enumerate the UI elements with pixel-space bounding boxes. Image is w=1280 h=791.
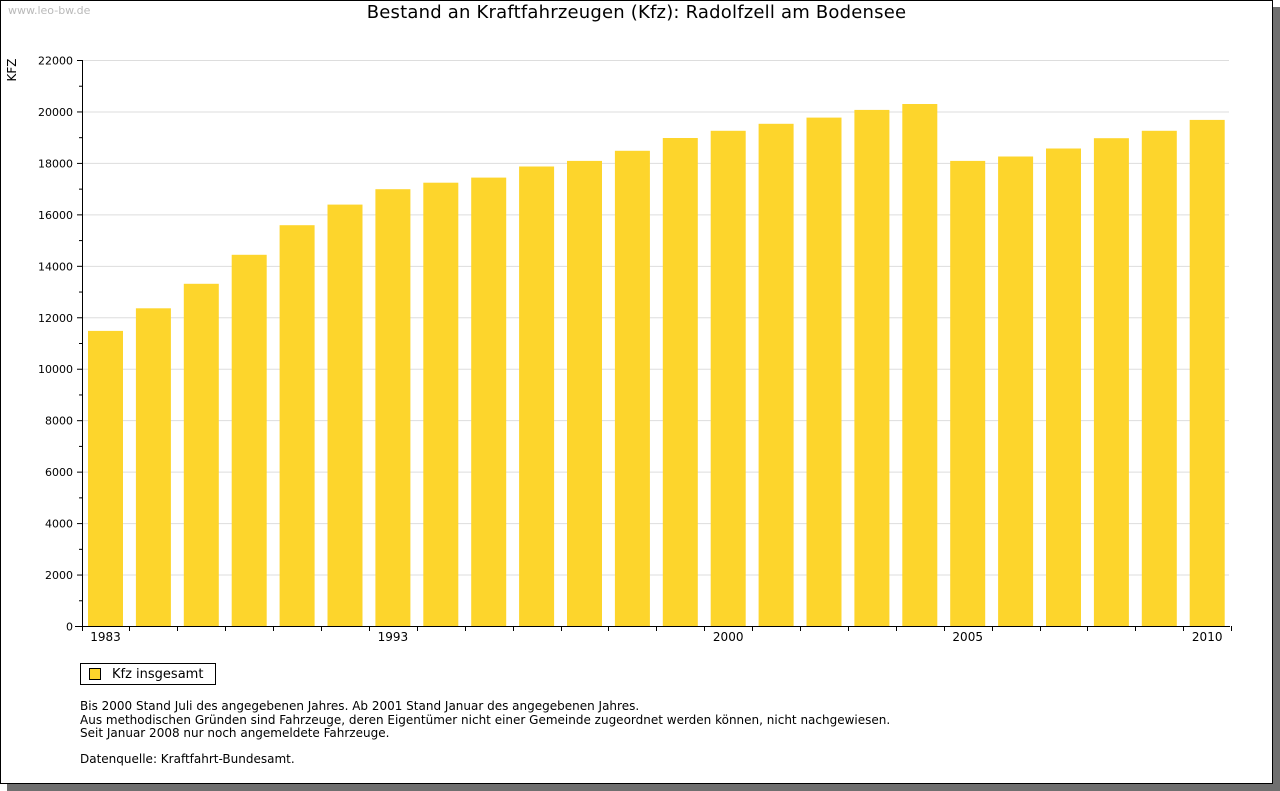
grid-lines	[82, 60, 1229, 576]
bar	[1189, 119, 1225, 627]
bar	[950, 160, 986, 626]
bar	[806, 117, 842, 626]
y-tick-label: 22000	[38, 55, 73, 68]
bar	[1093, 138, 1129, 626]
legend-swatch	[89, 668, 101, 680]
bar	[471, 177, 507, 626]
bar	[135, 308, 171, 626]
y-tick-label: 2000	[45, 569, 73, 582]
x-axis: 1983 1993 2000 2005 2010	[75, 626, 1232, 644]
bar-chart: 0 2000 4000 6000 8000 10000 12000 14000 16000 180…	[5, 55, 1232, 644]
bar	[183, 283, 219, 626]
chart-title: Bestand an Kraftfahrzeugen (Kfz): Radolf…	[366, 2, 907, 23]
y-tick-label: 4000	[45, 518, 73, 531]
bar	[375, 189, 411, 626]
bar	[327, 204, 363, 626]
bar	[423, 182, 459, 626]
bar	[614, 150, 650, 627]
bar	[902, 104, 938, 626]
bar	[662, 138, 698, 626]
note-line: Seit Januar 2008 nur noch angemeldete Fa…	[80, 726, 390, 740]
bar	[1046, 148, 1081, 626]
bar	[854, 109, 890, 626]
x-tick-label: 2000	[713, 630, 744, 644]
bar	[231, 254, 267, 627]
note-line: Aus methodischen Gründen sind Fahrzeuge,…	[80, 712, 891, 727]
y-tick-label: 20000	[38, 106, 73, 119]
y-tick-label: 18000	[38, 157, 73, 170]
bar	[88, 330, 123, 626]
bar	[279, 225, 315, 626]
bar	[758, 123, 794, 627]
x-tick-label: 1993	[378, 630, 409, 644]
notes: Bis 2000 Stand Juli des angegebenen Jahr…	[80, 699, 891, 741]
legend-label: Kfz insgesamt	[112, 666, 204, 682]
frame-shadow-right	[1273, 7, 1280, 791]
y-tick-label: 6000	[45, 466, 73, 479]
x-tick-label: 2010	[1192, 630, 1223, 644]
bar	[998, 156, 1034, 626]
x-tick-label: 2005	[952, 630, 983, 644]
y-tick-label: 14000	[38, 260, 73, 273]
bar	[567, 160, 602, 626]
y-tick-label: 0	[66, 621, 73, 634]
bars	[88, 104, 1225, 627]
x-tick-label: 1983	[90, 630, 121, 644]
data-source: Datenquelle: Kraftfahrt-Bundesamt.	[80, 752, 295, 766]
y-tick-label: 16000	[38, 209, 73, 222]
note-line: Bis 2000 Stand Juli des angegebenen Jahr…	[80, 699, 640, 713]
bar	[1141, 130, 1177, 627]
y-axis-label: KFZ	[5, 59, 19, 82]
y-tick-label: 12000	[38, 312, 73, 325]
legend: Kfz insgesamt	[80, 663, 216, 685]
bar	[710, 130, 746, 627]
y-axis: 0 2000 4000 6000 8000 10000 12000 14000 16000 180…	[38, 55, 83, 634]
y-tick-label: 8000	[45, 415, 73, 428]
bar	[519, 166, 555, 626]
watermark: www.leo-bw.de	[8, 4, 91, 17]
y-tick-label: 10000	[38, 363, 73, 376]
frame-shadow-bottom	[7, 784, 1280, 791]
